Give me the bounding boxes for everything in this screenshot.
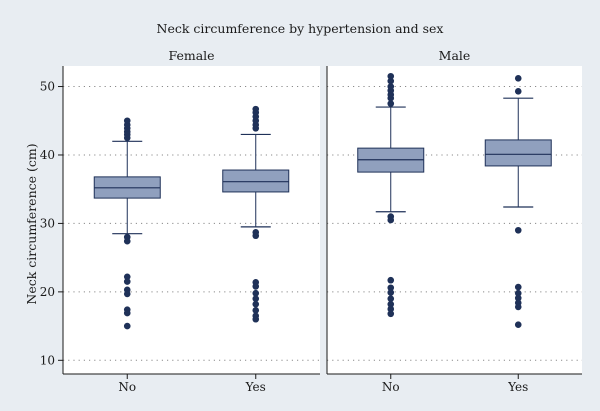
x-tick-label: Yes xyxy=(507,380,528,394)
box-female-no xyxy=(93,117,161,330)
outlier-point xyxy=(387,310,395,318)
outlier-point xyxy=(123,309,131,317)
outlier-point xyxy=(252,300,260,308)
panel-female: Female No Yes xyxy=(62,45,320,394)
outlier-point xyxy=(514,226,522,234)
x-tick-label: Yes xyxy=(245,380,266,394)
y-tick-label: 40 xyxy=(40,148,55,162)
outlier-point xyxy=(514,88,522,95)
panel-male: Male No Yes xyxy=(326,45,582,394)
outlier-point xyxy=(252,283,260,290)
outlier-point xyxy=(252,315,260,323)
panel-plot-area xyxy=(63,66,320,374)
panels-layer: Female No Yes Male No Yes xyxy=(62,45,582,394)
panel-strip-label: Female xyxy=(168,48,214,63)
outlier-point xyxy=(252,105,260,113)
x-tick-label: No xyxy=(118,380,136,394)
outlier-point xyxy=(514,303,522,311)
outlier-point xyxy=(387,77,395,85)
outlier-point xyxy=(387,276,395,284)
outlier-point xyxy=(387,100,395,107)
outlier-point xyxy=(387,305,395,313)
outlier-point xyxy=(123,237,131,245)
outlier-point xyxy=(252,295,260,303)
outlier-point xyxy=(252,232,260,240)
panel-plot-area xyxy=(327,66,582,374)
box-female-yes xyxy=(222,105,290,323)
outlier-point xyxy=(387,295,395,303)
outlier-point xyxy=(387,72,395,80)
outlier-point xyxy=(514,283,522,291)
outlier-point xyxy=(123,322,131,330)
y-tick-label: 50 xyxy=(40,80,55,94)
x-tick-label: No xyxy=(382,380,400,394)
outlier-point xyxy=(387,289,395,296)
y-tick-label: 20 xyxy=(40,285,55,299)
box-iqr xyxy=(222,169,290,193)
y-axis-title: Neck circumference (cm) xyxy=(24,143,39,304)
box-male-yes xyxy=(484,75,552,329)
box-iqr xyxy=(484,139,552,167)
outlier-point xyxy=(514,289,522,297)
outlier-point xyxy=(123,273,131,281)
y-tick-label: 10 xyxy=(40,353,55,367)
box-male-no xyxy=(357,72,425,318)
chart-title: Neck circumference by hypertension and s… xyxy=(157,21,444,36)
y-axis: 10 20 30 40 50 xyxy=(40,80,63,367)
outlier-point xyxy=(252,289,260,297)
outlier-point xyxy=(514,294,522,302)
outlier-point xyxy=(387,216,395,224)
outlier-point xyxy=(387,83,395,90)
panel-strip-label: Male xyxy=(439,48,471,63)
outlier-point xyxy=(123,117,131,125)
outlier-point xyxy=(123,278,131,285)
panel-strip xyxy=(63,45,320,66)
outlier-point xyxy=(252,307,260,314)
outlier-point xyxy=(387,300,395,308)
outlier-point xyxy=(514,75,522,82)
panel-strip xyxy=(327,45,582,66)
y-tick-label: 30 xyxy=(40,216,55,230)
outlier-point xyxy=(514,321,522,329)
outlier-point xyxy=(123,290,131,298)
outlier-point xyxy=(387,284,395,292)
